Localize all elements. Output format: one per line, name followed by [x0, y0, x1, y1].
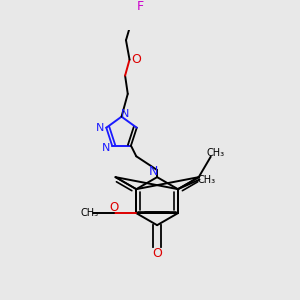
Text: N: N [96, 123, 104, 133]
Text: O: O [152, 247, 162, 260]
Text: O: O [109, 201, 118, 214]
Text: CH₃: CH₃ [206, 148, 224, 158]
Text: F: F [137, 0, 144, 13]
Text: O: O [132, 53, 142, 66]
Text: N: N [149, 165, 158, 178]
Text: CH₃: CH₃ [80, 208, 99, 218]
Text: CH₃: CH₃ [198, 175, 216, 184]
Text: N: N [121, 109, 129, 119]
Text: N: N [102, 143, 110, 153]
